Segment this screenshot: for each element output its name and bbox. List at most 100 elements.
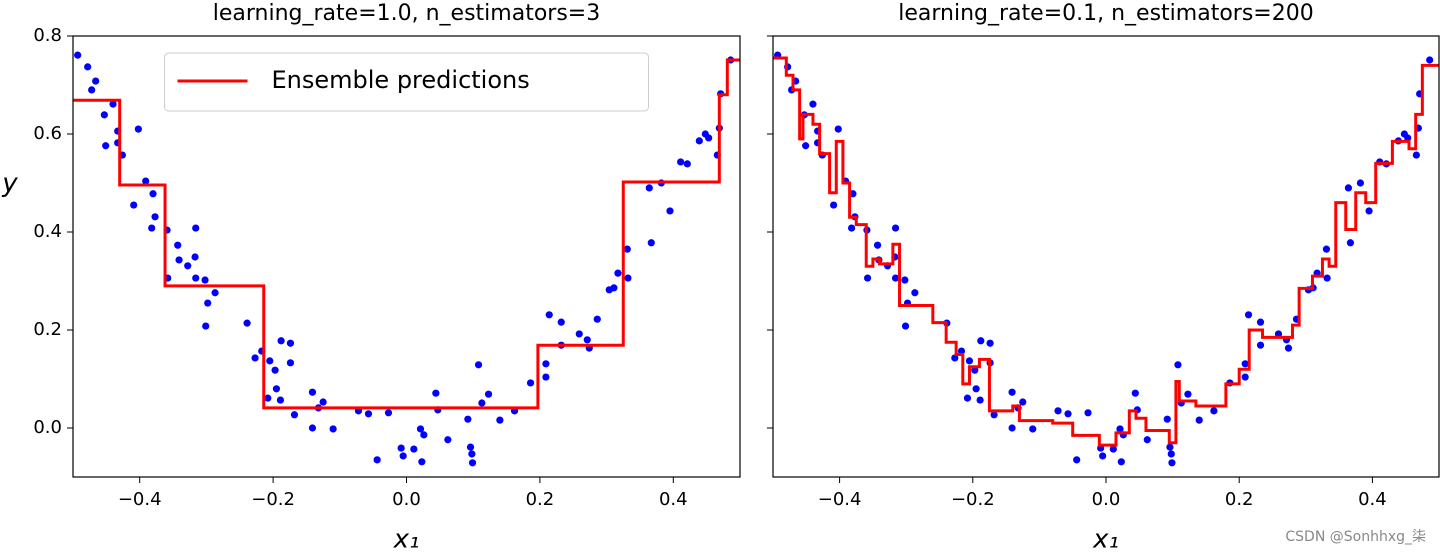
data-point	[192, 274, 200, 282]
data-point	[1344, 184, 1353, 192]
data-point	[184, 262, 192, 270]
data-point	[1184, 390, 1192, 398]
x-tick-label: −0.4	[118, 489, 162, 510]
data-point	[809, 100, 817, 108]
axes: learning_rate=0.1, n_estimators=200 −0.4 −…	[767, 1, 1440, 555]
data-point	[575, 330, 583, 338]
x-tick-label: −0.4	[818, 489, 862, 510]
data-point	[243, 319, 251, 327]
data-point	[468, 459, 477, 467]
data-point	[677, 158, 685, 166]
data-point	[92, 77, 100, 85]
data-point	[286, 359, 295, 367]
data-point	[683, 160, 691, 168]
x-tick-label: 0.2	[526, 489, 555, 510]
data-point	[420, 431, 428, 439]
data-point	[802, 142, 810, 150]
y-tick-label: 0.6	[33, 123, 62, 144]
data-point	[614, 269, 622, 277]
data-point	[891, 274, 900, 282]
data-point	[130, 201, 138, 209]
data-point	[1244, 311, 1253, 319]
data-point	[891, 224, 900, 232]
data-point	[1008, 424, 1016, 432]
y-axis-label: y	[1, 169, 18, 199]
x-axis-label: x₁	[393, 525, 420, 555]
data-point	[468, 450, 476, 458]
data-point	[399, 452, 407, 460]
data-point	[496, 416, 504, 424]
x-axis-label: x₁	[1092, 525, 1119, 555]
data-point	[1084, 409, 1092, 417]
data-point	[444, 436, 452, 444]
data-point	[410, 445, 418, 453]
data-point	[1322, 245, 1331, 253]
data-point	[1166, 443, 1174, 451]
x-tick-label: 0.0	[1092, 489, 1121, 510]
axes: learning_rate=1.0, n_estimators=3 −0.4 −0.…	[1, 1, 741, 555]
data-point	[88, 86, 96, 94]
data-point	[1195, 416, 1203, 424]
data-point	[542, 360, 550, 368]
data-point	[1064, 410, 1072, 418]
x-tick-label: −0.2	[251, 489, 295, 510]
data-point	[109, 100, 117, 108]
data-point	[416, 425, 425, 433]
data-point	[204, 299, 212, 307]
data-point	[1168, 459, 1176, 467]
data-point	[277, 337, 285, 345]
x-tick-label: 0.4	[1358, 489, 1387, 510]
data-point	[211, 289, 219, 297]
data-point	[971, 366, 979, 374]
data-point	[1109, 445, 1117, 453]
data-point	[466, 443, 475, 451]
axes-frame	[772, 35, 1440, 478]
data-point	[308, 424, 317, 432]
x-tick-label: 0.2	[1225, 489, 1254, 510]
data-point	[830, 201, 838, 209]
data-point	[863, 274, 872, 282]
data-point	[142, 177, 150, 185]
data-point	[100, 111, 108, 119]
y-tick-label: 0.2	[33, 319, 62, 340]
data-point	[1054, 407, 1062, 415]
x-tick-label: 0.4	[659, 489, 688, 510]
data-point	[290, 411, 299, 419]
data-point	[174, 241, 182, 249]
data-point	[849, 190, 857, 198]
plot-area	[73, 51, 740, 467]
data-point	[593, 315, 601, 323]
data-point	[271, 366, 279, 374]
legend-box	[164, 52, 649, 112]
data-point	[695, 137, 703, 145]
data-point	[526, 379, 535, 387]
data-point	[1029, 425, 1037, 433]
data-point	[1256, 341, 1265, 349]
x-tick-label: −0.2	[951, 489, 995, 510]
data-point	[1210, 407, 1218, 415]
data-point	[1241, 360, 1249, 368]
data-point	[148, 224, 156, 232]
legend-label: Ensemble predictions	[272, 66, 530, 94]
data-point	[264, 394, 272, 402]
plot-area	[773, 51, 1439, 467]
data-point	[1356, 179, 1365, 187]
watermark: CSDN @Sonhhxg_柒	[1285, 529, 1426, 545]
y-tick-label: 0.0	[33, 417, 62, 438]
data-point	[484, 390, 493, 398]
data-point	[1256, 318, 1265, 326]
data-point	[151, 213, 159, 221]
data-point	[1323, 274, 1331, 282]
data-point	[624, 274, 632, 282]
data-point	[1174, 361, 1182, 369]
data-point	[873, 241, 882, 249]
data-point	[1008, 388, 1016, 396]
prediction-line	[773, 56, 1439, 447]
data-point	[418, 458, 426, 466]
data-point	[202, 322, 210, 330]
data-point	[272, 385, 281, 393]
data-point	[1404, 134, 1412, 142]
data-point	[308, 388, 317, 396]
data-point	[364, 410, 373, 418]
data-point	[705, 134, 713, 142]
